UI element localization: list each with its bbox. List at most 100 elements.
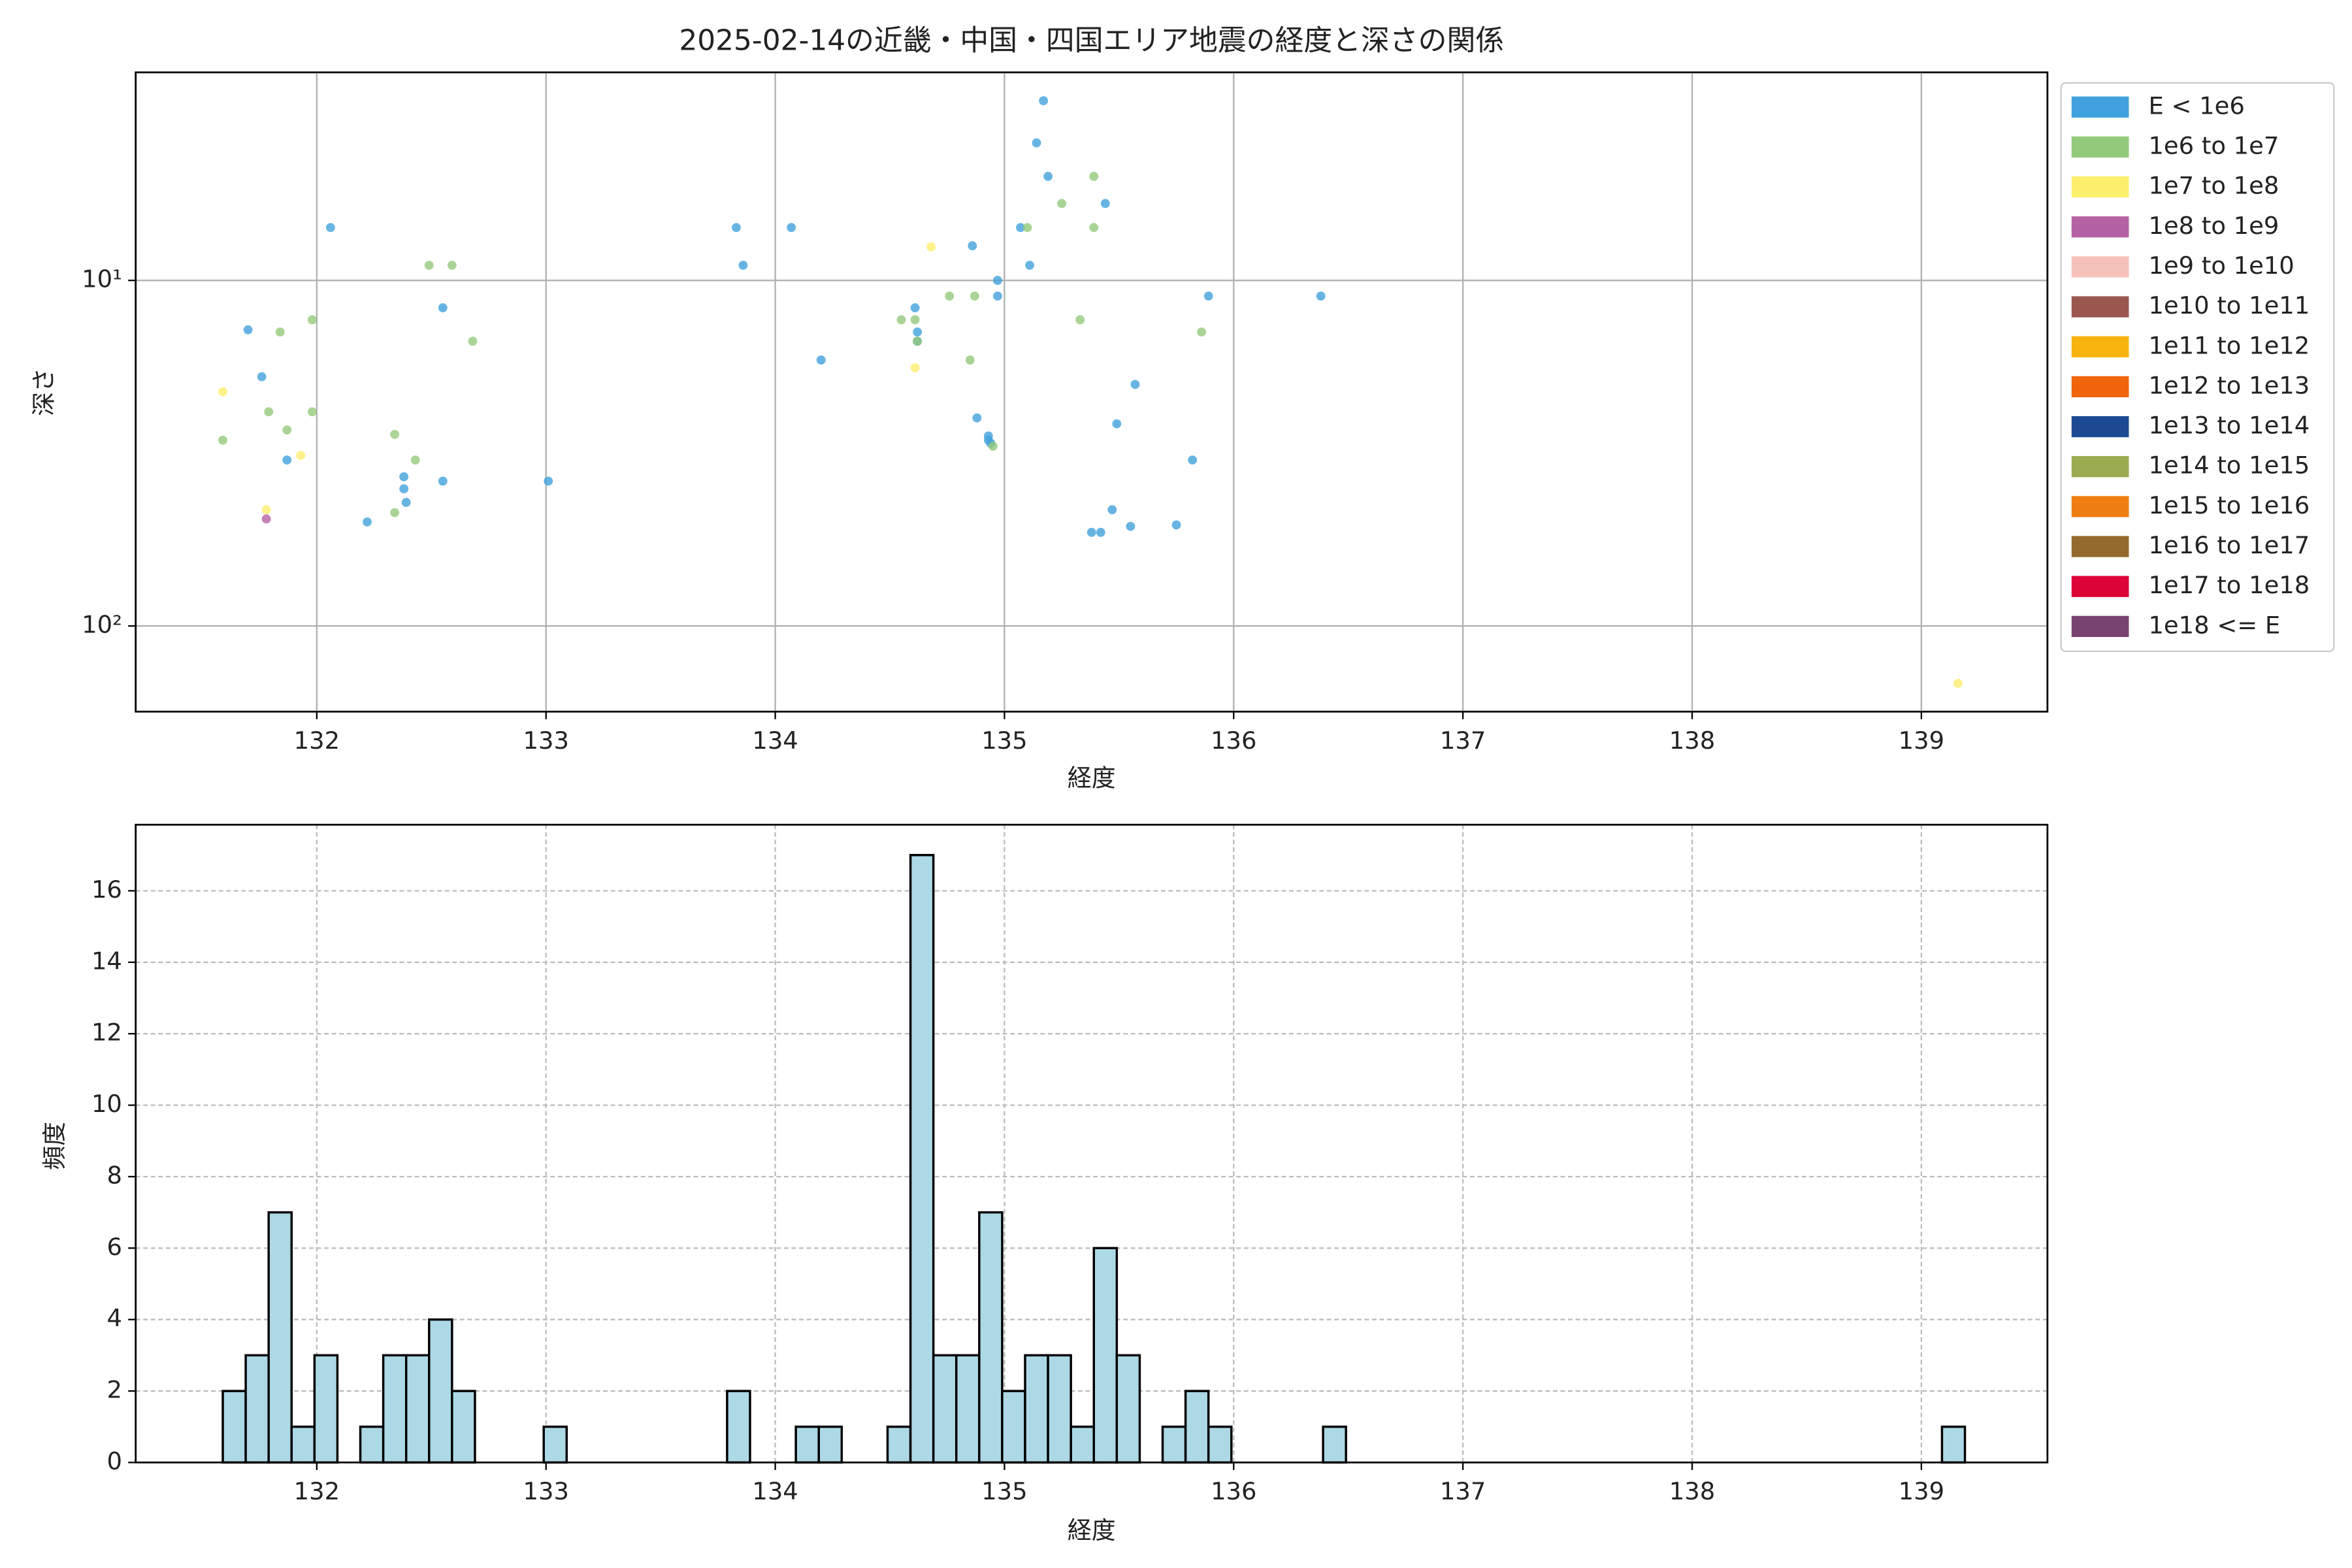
x-tick-label: 138 bbox=[1669, 1477, 1715, 1505]
point bbox=[972, 413, 982, 423]
legend-swatch bbox=[2071, 296, 2129, 318]
point bbox=[1096, 527, 1105, 537]
y-tick-label: 12 bbox=[91, 1019, 122, 1047]
bar bbox=[1047, 1354, 1072, 1464]
point bbox=[988, 442, 998, 451]
point bbox=[732, 223, 741, 233]
point bbox=[1086, 527, 1096, 537]
point bbox=[282, 455, 292, 465]
bar bbox=[817, 1426, 843, 1464]
bar bbox=[1024, 1354, 1049, 1464]
point bbox=[1025, 261, 1034, 270]
point bbox=[447, 261, 457, 270]
x-tick-label: 133 bbox=[523, 727, 569, 755]
point bbox=[910, 303, 920, 312]
y-tick-label: 10² bbox=[82, 611, 122, 639]
point bbox=[390, 508, 400, 517]
legend-label: 1e18 <= E bbox=[2148, 611, 2280, 639]
point bbox=[218, 435, 227, 445]
bar bbox=[1001, 1390, 1026, 1464]
x-tick-label: 133 bbox=[523, 1477, 569, 1505]
point bbox=[970, 291, 979, 301]
bar bbox=[794, 1426, 820, 1464]
y-tick-label: 10 bbox=[91, 1090, 122, 1118]
legend-label: E < 1e6 bbox=[2148, 91, 2244, 120]
point bbox=[1188, 455, 1198, 465]
legend-swatch bbox=[2071, 176, 2129, 198]
point bbox=[468, 336, 478, 346]
legend-swatch bbox=[2071, 496, 2129, 517]
point bbox=[1112, 419, 1122, 429]
point bbox=[1953, 679, 1963, 688]
point bbox=[913, 327, 923, 337]
bar bbox=[1161, 1426, 1187, 1464]
x-tick-label: 139 bbox=[1899, 727, 1944, 755]
point bbox=[1039, 96, 1049, 106]
x-tick-label: 137 bbox=[1440, 1477, 1486, 1505]
point bbox=[926, 242, 936, 252]
point bbox=[945, 291, 955, 301]
legend-swatch bbox=[2071, 456, 2129, 478]
point bbox=[992, 276, 1002, 286]
x-tick-label: 135 bbox=[981, 727, 1027, 755]
bar bbox=[221, 1390, 247, 1464]
point bbox=[438, 476, 448, 486]
bar bbox=[244, 1354, 270, 1464]
legend-swatch bbox=[2071, 216, 2129, 238]
point bbox=[1126, 521, 1135, 531]
point bbox=[363, 517, 372, 527]
legend-label: 1e8 to 1e9 bbox=[2148, 212, 2279, 240]
legend-label: 1e16 to 1e17 bbox=[2148, 531, 2310, 559]
legend-swatch bbox=[2071, 416, 2129, 438]
plot-frame bbox=[135, 823, 2049, 1463]
point bbox=[307, 407, 317, 417]
y-axis-label: 頻度 bbox=[41, 1122, 69, 1170]
point bbox=[264, 407, 274, 417]
legend-label: 1e14 to 1e15 bbox=[2148, 451, 2310, 480]
legend-label: 1e6 to 1e7 bbox=[2148, 132, 2279, 160]
point bbox=[816, 355, 826, 365]
x-tick-label: 132 bbox=[294, 1477, 340, 1505]
y-tick-label: 6 bbox=[106, 1233, 122, 1261]
point bbox=[1022, 223, 1032, 233]
bar bbox=[1115, 1354, 1141, 1464]
legend-label: 1e13 to 1e14 bbox=[2148, 412, 2310, 440]
point bbox=[787, 223, 796, 233]
bar bbox=[1092, 1247, 1119, 1464]
point bbox=[1100, 199, 1110, 208]
y-tick-label: 0 bbox=[106, 1447, 122, 1475]
legend-label: 1e9 to 1e10 bbox=[2148, 252, 2294, 280]
point bbox=[1107, 505, 1117, 515]
point bbox=[261, 505, 271, 515]
point bbox=[275, 327, 285, 337]
point bbox=[1057, 199, 1067, 208]
legend-swatch bbox=[2071, 96, 2129, 118]
bar bbox=[909, 854, 935, 1464]
bar bbox=[886, 1426, 912, 1464]
point bbox=[390, 429, 400, 439]
point bbox=[910, 363, 920, 372]
bar bbox=[404, 1354, 431, 1464]
point bbox=[1032, 138, 1041, 148]
bar bbox=[1940, 1426, 1967, 1464]
point bbox=[218, 387, 227, 397]
x-tick-label: 136 bbox=[1211, 727, 1256, 755]
point bbox=[307, 315, 317, 325]
y-tick-label: 8 bbox=[106, 1161, 122, 1189]
point bbox=[1043, 172, 1053, 181]
bar bbox=[313, 1354, 339, 1464]
point bbox=[243, 325, 253, 335]
point bbox=[1075, 315, 1085, 325]
point bbox=[424, 261, 434, 270]
bar bbox=[955, 1354, 981, 1464]
legend-swatch bbox=[2071, 576, 2129, 597]
bar bbox=[1207, 1426, 1233, 1464]
point bbox=[1197, 327, 1207, 337]
point bbox=[401, 498, 411, 507]
point bbox=[738, 261, 748, 270]
x-tick-label: 134 bbox=[752, 1477, 798, 1505]
bar bbox=[978, 1211, 1004, 1464]
bar bbox=[451, 1390, 476, 1464]
